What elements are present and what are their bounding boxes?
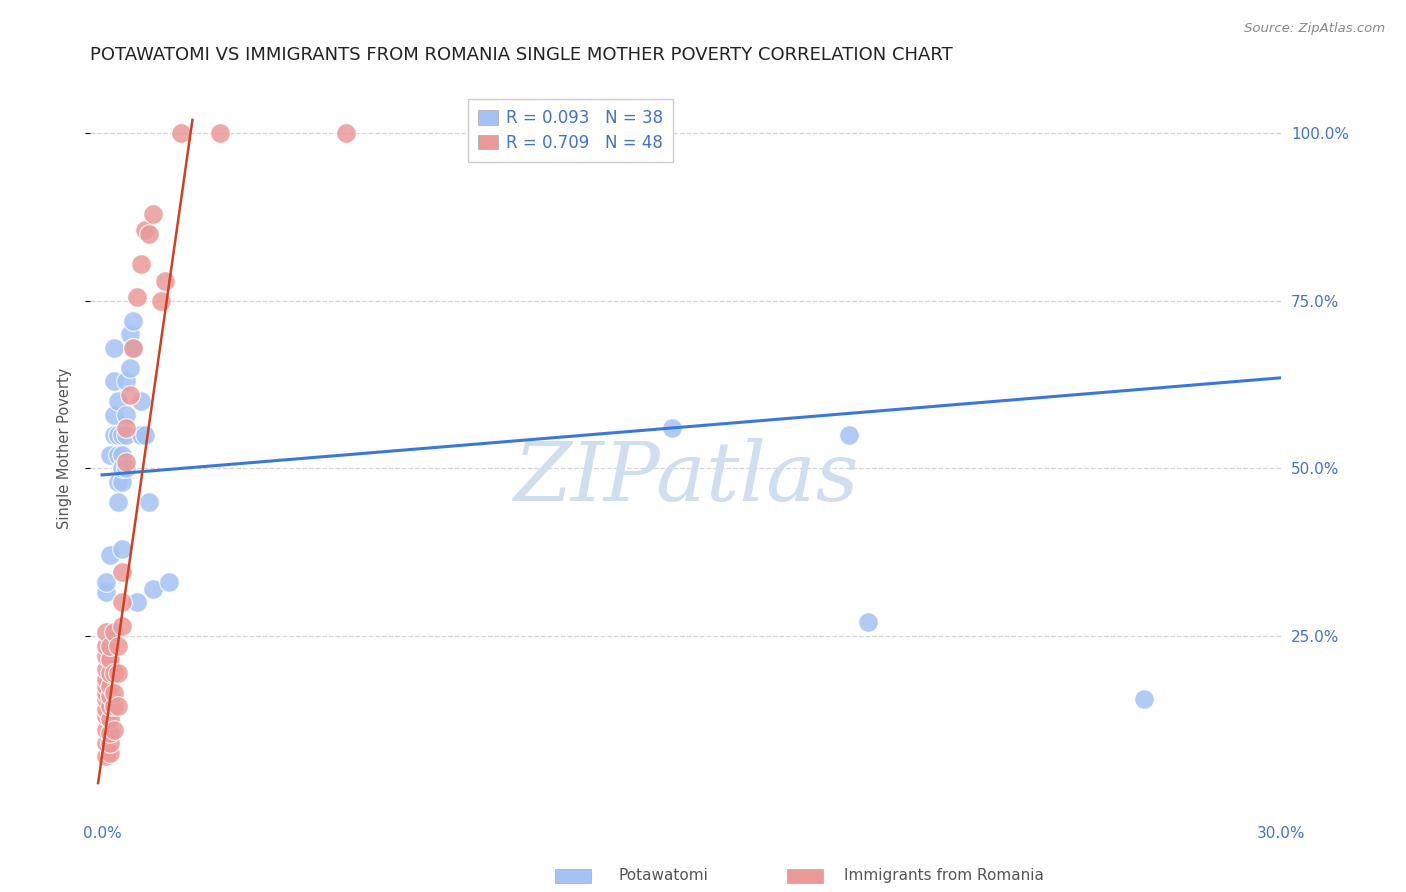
Point bbox=[1132, 692, 1154, 706]
Point bbox=[134, 427, 156, 442]
Point bbox=[98, 448, 121, 462]
Y-axis label: Single Mother Poverty: Single Mother Poverty bbox=[58, 368, 72, 529]
Point bbox=[118, 327, 141, 342]
Point bbox=[94, 673, 117, 687]
Point bbox=[94, 662, 117, 676]
Point bbox=[114, 461, 136, 475]
Point bbox=[127, 595, 149, 609]
Point bbox=[122, 341, 145, 355]
Point bbox=[111, 565, 134, 579]
Point bbox=[122, 341, 145, 355]
Point bbox=[107, 639, 129, 653]
Point bbox=[122, 314, 145, 328]
Point bbox=[103, 686, 125, 700]
Point bbox=[131, 257, 153, 271]
Point bbox=[118, 387, 141, 401]
Point bbox=[142, 582, 165, 596]
Point bbox=[98, 652, 121, 666]
Point bbox=[94, 749, 117, 764]
Point bbox=[114, 454, 136, 468]
Point bbox=[107, 394, 129, 409]
Point bbox=[149, 293, 172, 308]
Point bbox=[98, 726, 121, 740]
Point bbox=[103, 374, 125, 388]
Point bbox=[127, 290, 149, 304]
Point bbox=[114, 427, 136, 442]
Point bbox=[94, 686, 117, 700]
Point bbox=[94, 692, 117, 706]
Point bbox=[111, 427, 134, 442]
Point bbox=[94, 575, 117, 590]
Point bbox=[98, 713, 121, 727]
Point bbox=[98, 665, 121, 680]
Point bbox=[103, 341, 125, 355]
Point bbox=[111, 448, 134, 462]
Point bbox=[142, 207, 165, 221]
Text: Source: ZipAtlas.com: Source: ZipAtlas.com bbox=[1244, 22, 1385, 36]
Point bbox=[94, 709, 117, 723]
Point bbox=[114, 374, 136, 388]
Point bbox=[107, 427, 129, 442]
Point bbox=[111, 541, 134, 556]
Point bbox=[131, 427, 153, 442]
Point bbox=[858, 615, 880, 630]
Point bbox=[98, 699, 121, 714]
Point bbox=[107, 665, 129, 680]
Point bbox=[94, 585, 117, 599]
Point bbox=[111, 461, 134, 475]
Text: Potawatomi: Potawatomi bbox=[619, 869, 709, 883]
Point bbox=[111, 595, 134, 609]
Text: POTAWATOMI VS IMMIGRANTS FROM ROMANIA SINGLE MOTHER POVERTY CORRELATION CHART: POTAWATOMI VS IMMIGRANTS FROM ROMANIA SI… bbox=[90, 46, 953, 64]
Point bbox=[838, 427, 860, 442]
Point bbox=[94, 702, 117, 716]
Point bbox=[169, 126, 191, 140]
Point bbox=[208, 126, 231, 140]
Point bbox=[94, 639, 117, 653]
Text: ZIPatlas: ZIPatlas bbox=[513, 438, 859, 517]
Point bbox=[114, 421, 136, 435]
Point bbox=[157, 575, 180, 590]
Point bbox=[94, 736, 117, 750]
Point bbox=[98, 746, 121, 760]
Point bbox=[335, 126, 357, 140]
Point bbox=[484, 126, 506, 140]
Legend: R = 0.093   N = 38, R = 0.709   N = 48: R = 0.093 N = 38, R = 0.709 N = 48 bbox=[468, 99, 673, 161]
Point bbox=[138, 494, 160, 508]
Point bbox=[98, 639, 121, 653]
Point bbox=[114, 408, 136, 422]
Point bbox=[94, 679, 117, 693]
Point bbox=[98, 549, 121, 563]
Point bbox=[103, 625, 125, 640]
Point bbox=[107, 448, 129, 462]
Point bbox=[103, 408, 125, 422]
Point bbox=[131, 427, 153, 442]
Point bbox=[134, 223, 156, 237]
Point bbox=[107, 475, 129, 489]
Point bbox=[661, 421, 683, 435]
Point bbox=[94, 723, 117, 737]
Point bbox=[103, 723, 125, 737]
Point bbox=[118, 360, 141, 375]
Point bbox=[98, 736, 121, 750]
Point bbox=[131, 394, 153, 409]
Point bbox=[111, 618, 134, 632]
Point bbox=[111, 475, 134, 489]
Point bbox=[103, 699, 125, 714]
Point bbox=[103, 665, 125, 680]
Point bbox=[94, 625, 117, 640]
Point bbox=[98, 689, 121, 703]
Text: Immigrants from Romania: Immigrants from Romania bbox=[844, 869, 1043, 883]
Point bbox=[153, 274, 176, 288]
Point bbox=[103, 427, 125, 442]
Point bbox=[98, 679, 121, 693]
Point bbox=[107, 494, 129, 508]
Point bbox=[94, 648, 117, 663]
Point bbox=[107, 699, 129, 714]
Point bbox=[138, 227, 160, 241]
